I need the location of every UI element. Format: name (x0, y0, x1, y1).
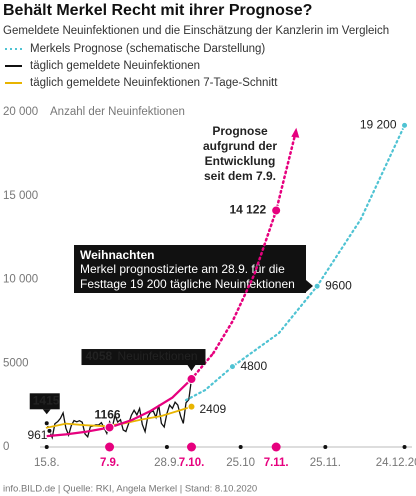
y-tick-label: 10 000 (3, 274, 38, 286)
y-tick-label: 20 000 (3, 106, 38, 118)
x-tick-label: 24.12.2020 (376, 457, 416, 469)
value-label: 9600 (325, 278, 352, 292)
x-tick-label: 7.10. (179, 457, 205, 469)
callout-line: Festtage 19 200 tägliche Neuinfektionen (80, 277, 295, 291)
series-line (46, 378, 193, 440)
x-tick-mark (105, 442, 115, 452)
callout-line: Merkel prognostizierte am 28.9. für die (80, 262, 285, 276)
x-tick-label: 7.11. (264, 457, 289, 469)
legend-label: täglich gemeldete Neuinfektionen (30, 60, 200, 72)
x-tick-mark (238, 445, 243, 449)
value-label: 2409 (199, 402, 226, 416)
chart-title: Behält Merkel Recht mit ihrer Prognose? (3, 2, 312, 19)
x-tick-mark (44, 445, 49, 449)
data-point (187, 402, 196, 411)
forecast-line (46, 378, 193, 438)
label-box (81, 349, 206, 366)
data-point (313, 282, 321, 290)
label-pointer (187, 365, 196, 372)
value-label: 4058 (85, 349, 112, 363)
forecast-label: Prognose (212, 124, 268, 138)
y-tick-label: 0 (3, 441, 9, 453)
data-point (46, 427, 53, 434)
value-label: 4800 (240, 359, 267, 373)
data-point (43, 420, 50, 427)
forecast-connector (190, 351, 215, 381)
value-label: 961 (27, 428, 47, 442)
value-label: 1166 (95, 408, 121, 422)
y-tick-label: 5000 (3, 357, 29, 369)
callout-pointer (306, 280, 313, 292)
data-point (271, 205, 282, 216)
callout-title: Weihnachten (80, 248, 154, 262)
footer: info.BILD.de | Quelle: RKI, Angela Merke… (3, 484, 257, 495)
data-point (228, 363, 236, 371)
forecast-label: Entwicklung (205, 154, 276, 168)
x-tick-label: 25.10 (226, 457, 255, 469)
data-point (104, 422, 115, 433)
forecast-label: seit dem 7.9. (204, 169, 276, 183)
forecast-label: aufgrund der (203, 139, 277, 153)
x-tick-label: 25.11. (310, 457, 341, 469)
x-tick-mark (271, 442, 281, 452)
value-note: Neuinfektionen (117, 349, 197, 363)
value-label: 1415 (33, 393, 60, 407)
x-tick-label: 28.9. (154, 457, 180, 469)
x-tick-label: 7.9. (100, 457, 119, 469)
projection-line (212, 132, 297, 355)
y-axis-label: Anzahl der Neuinfektionen (50, 106, 185, 118)
x-tick-mark (186, 442, 196, 452)
label-pointer (42, 409, 51, 415)
x-tick-mark (323, 445, 328, 449)
series-line (184, 124, 406, 402)
x-tick-mark (402, 445, 407, 449)
data-point (186, 374, 197, 385)
value-label: 19 200 (360, 118, 397, 132)
x-tick-label: 15.8. (34, 457, 60, 469)
y-tick-label: 15 000 (3, 190, 38, 202)
callout-box (74, 245, 306, 293)
legend-label: täglich gemeldete Neuinfektionen 7-Tage-… (30, 77, 278, 89)
value-label: 14 122 (229, 203, 266, 217)
legend-label: Merkels Prognose (schematische Darstellu… (30, 43, 265, 55)
chart-subtitle: Gemeldete Neuinfektionen und die Einschä… (3, 25, 389, 37)
projection-arrow (291, 127, 300, 138)
label-box (29, 393, 60, 410)
data-point (401, 121, 409, 129)
x-tick-mark (164, 445, 169, 449)
